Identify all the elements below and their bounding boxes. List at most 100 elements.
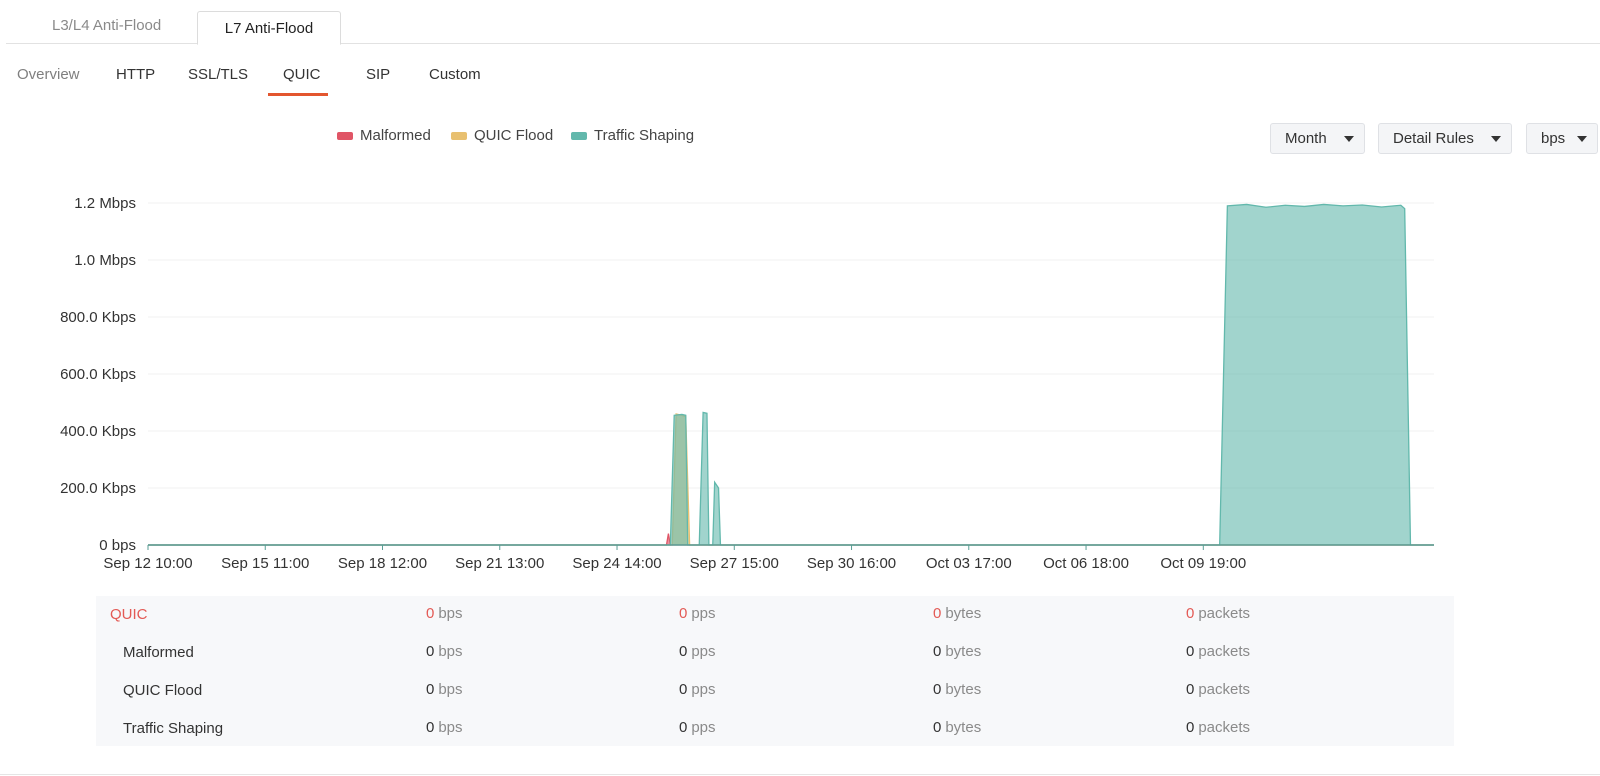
x-tick-label: Oct 06 18:00	[1043, 555, 1129, 572]
value: 0	[426, 681, 435, 698]
value: 0	[1186, 605, 1195, 622]
y-tick-label: 200.0 Kbps	[60, 480, 136, 497]
cell-bytes: 0 bytes	[933, 643, 981, 660]
value: 0	[1186, 643, 1195, 660]
bottom-divider	[0, 774, 1600, 775]
cell-pps: 0 pps	[679, 643, 716, 660]
tab-l7-anti-flood[interactable]: L7 Anti-Flood	[197, 11, 341, 45]
caret-down-icon	[1344, 136, 1354, 142]
value: 0	[1186, 681, 1195, 698]
value: 0	[933, 643, 942, 660]
active-subtab-indicator	[268, 93, 328, 96]
unit-label: packets	[1198, 643, 1251, 660]
unit-label: packets	[1198, 719, 1251, 736]
y-tick-label: 1.2 Mbps	[74, 195, 136, 212]
unit-label: pps	[691, 605, 716, 622]
summary-row-malformed: Malformed 0 bps 0 pps 0 bytes 0 packets	[96, 634, 1454, 672]
cell-packets: 0 packets	[1186, 719, 1250, 736]
x-tick-label: Sep 24 14:00	[572, 555, 661, 572]
row-label: QUIC Flood	[123, 682, 203, 699]
value: 0	[933, 605, 942, 622]
value: 0	[679, 643, 688, 660]
unit-label: bytes	[945, 719, 982, 736]
unit-label: bps	[438, 719, 463, 736]
value: 0	[426, 719, 435, 736]
summary-table: QUIC 0 bps 0 pps 0 bytes 0 packets Malformed…	[96, 596, 1454, 746]
summary-row-quic-flood: QUIC Flood 0 bps 0 pps 0 bytes 0 packets	[96, 672, 1454, 710]
traffic-chart: 0 bps 200.0 Kbps 400.0 Kbps 600.0 Kbps 800.0…	[60, 195, 1434, 572]
subtab-custom[interactable]: Custom	[429, 66, 481, 83]
x-tick-label: Sep 18 12:00	[338, 555, 427, 572]
legend-item-malformed[interactable]: Malformed	[337, 127, 431, 144]
unit-label: bytes	[945, 681, 982, 698]
value: 0	[679, 681, 688, 698]
cell-packets: 0 packets	[1186, 643, 1250, 660]
cell-bps: 0 bps	[426, 643, 463, 660]
cell-bps: 0 bps	[426, 681, 463, 698]
x-tick-label: Sep 27 15:00	[690, 555, 779, 572]
x-tick-label: Sep 21 13:00	[455, 555, 544, 572]
unit-label: pps	[691, 681, 716, 698]
value: 0	[679, 605, 688, 622]
y-tick-label: 400.0 Kbps	[60, 423, 136, 440]
legend-item-traffic-shaping[interactable]: Traffic Shaping	[571, 127, 694, 144]
legend-swatch-traffic-shaping	[571, 131, 587, 140]
cell-packets: 0 packets	[1186, 681, 1250, 698]
y-tick-label: 600.0 Kbps	[60, 366, 136, 383]
cell-bps: 0 bps	[426, 719, 463, 736]
subtab-sip[interactable]: SIP	[366, 66, 391, 83]
x-tick-label: Sep 12 10:00	[103, 555, 192, 572]
cell-bytes: 0 bytes	[933, 681, 981, 698]
value: 0	[933, 719, 942, 736]
legend-swatch-quic-flood	[451, 131, 467, 140]
legend-label: Malformed	[360, 127, 431, 144]
subtab-overview[interactable]: Overview	[17, 66, 80, 83]
cell-pps: 0 pps	[679, 681, 716, 698]
value: 0	[426, 643, 435, 660]
x-tick-label: Sep 15 11:00	[221, 555, 309, 572]
unit-label: bps	[438, 643, 463, 660]
period-dropdown-value: Month	[1285, 130, 1327, 147]
unit-label: packets	[1198, 605, 1251, 622]
subtab-ssl-tls[interactable]: SSL/TLS	[188, 66, 249, 83]
series-area-traffic-shaping	[148, 204, 1434, 545]
unit-label: pps	[691, 643, 716, 660]
subtab-http[interactable]: HTTP	[116, 66, 156, 83]
legend-swatch-malformed	[337, 131, 353, 140]
unit-dropdown-value: bps	[1541, 130, 1566, 147]
value: 0	[1186, 719, 1195, 736]
legend-item-quic-flood[interactable]: QUIC Flood	[451, 127, 553, 144]
y-tick-label: 1.0 Mbps	[74, 252, 136, 269]
legend-label: Traffic Shaping	[594, 127, 695, 144]
value: 0	[933, 681, 942, 698]
unit-dropdown[interactable]: bps	[1526, 123, 1598, 154]
cell-packets: 0 packets	[1186, 605, 1250, 622]
cell-bytes: 0 bytes	[933, 719, 981, 736]
cell-bytes: 0 bytes	[933, 605, 981, 622]
top-tab-bar: L3/L4 Anti-Flood L7 Anti-Flood	[6, 0, 1600, 45]
value: 0	[426, 605, 435, 622]
summary-row-total: QUIC 0 bps 0 pps 0 bytes 0 packets	[96, 596, 1454, 634]
x-tick-label: Oct 03 17:00	[926, 555, 1012, 572]
caret-down-icon	[1577, 136, 1587, 142]
unit-label: bps	[438, 681, 463, 698]
period-dropdown[interactable]: Month	[1270, 123, 1365, 154]
cell-bps: 0 bps	[426, 605, 463, 622]
legend-label: QUIC Flood	[474, 127, 554, 144]
tab-l3-l4-anti-flood[interactable]: L3/L4 Anti-Flood	[52, 17, 162, 34]
unit-label: bps	[438, 605, 463, 622]
row-label: Traffic Shaping	[123, 720, 224, 737]
subtab-quic[interactable]: QUIC	[283, 66, 321, 83]
cell-pps: 0 pps	[679, 605, 716, 622]
x-tick-label: Oct 09 19:00	[1160, 555, 1246, 572]
unit-label: bytes	[945, 643, 982, 660]
unit-label: bytes	[945, 605, 982, 622]
row-label: QUIC	[110, 606, 148, 623]
y-tick-label: 0 bps	[99, 537, 136, 554]
rule-mode-dropdown[interactable]: Detail Rules	[1378, 123, 1512, 154]
unit-label: packets	[1198, 681, 1251, 698]
value: 0	[679, 719, 688, 736]
row-label: Malformed	[123, 644, 194, 661]
y-tick-label: 800.0 Kbps	[60, 309, 136, 326]
summary-row-traffic-shaping: Traffic Shaping 0 bps 0 pps 0 bytes 0 packet…	[96, 710, 1454, 748]
